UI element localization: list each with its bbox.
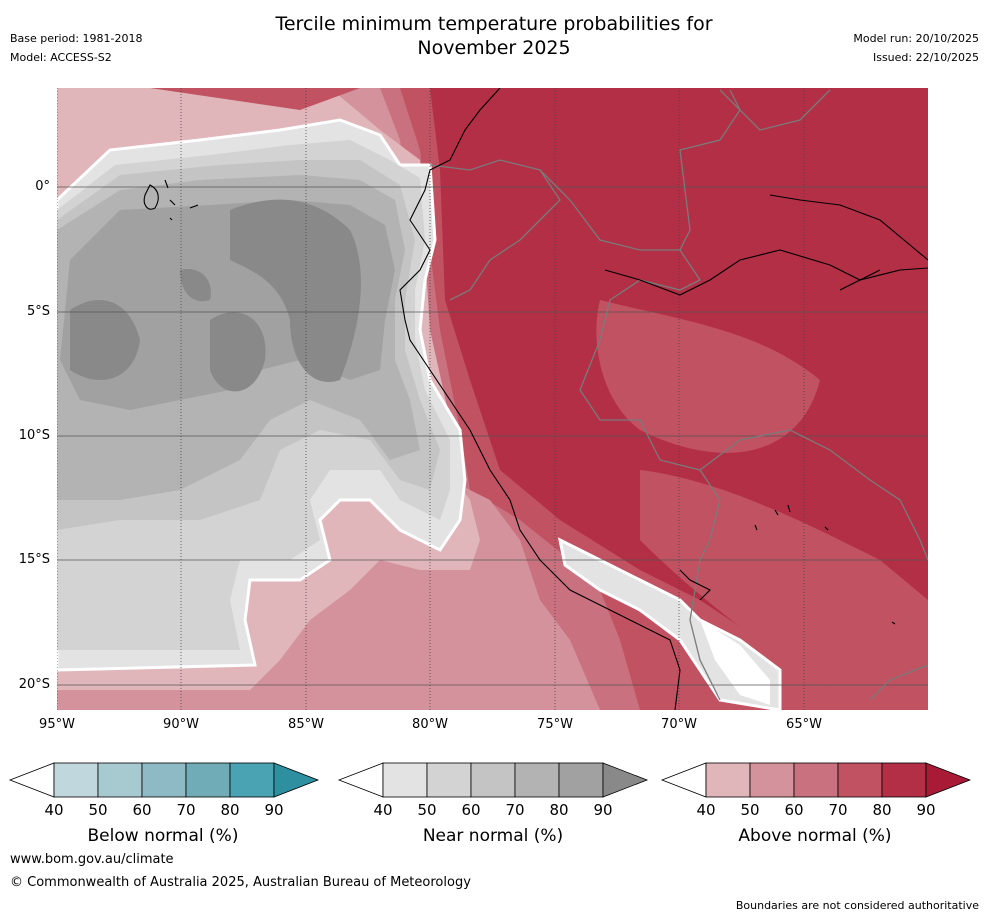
below-colorbar-tick: 80 [220,801,240,819]
lat-label-0: 0° [35,179,50,194]
below-colorbar-max-arrow [273,762,320,798]
below-normal-title: Below normal (%) [87,826,239,846]
above-colorbar-min-arrow [660,762,707,798]
near-colorbar-tick: 90 [593,801,613,819]
near-colorbar-tick: 60 [461,801,481,819]
lon-label-95w: 95°W [39,717,75,732]
above-colorbar-tick: 80 [872,801,892,819]
map-title: Tercile minimum temperature probabilitie… [0,12,988,60]
below-colorbar-tick: 60 [132,801,152,819]
below-colorbar-segment [185,762,231,798]
near-colorbar-segment [382,762,428,798]
lon-label-90w: 90°W [163,717,199,732]
disclaimer-text: Boundaries are not considered authoritat… [735,899,979,912]
below-colorbar-tick: 90 [264,801,284,819]
lat-label-10s: 10°S [18,428,50,443]
above-normal-title: Above normal (%) [738,826,892,846]
country-borders [429,89,928,701]
coastline [143,88,928,710]
near-colorbar-segment [470,762,516,798]
below-colorbar-segment [229,762,275,798]
above-colorbar-segment [881,762,927,798]
above-colorbar-segment [749,762,795,798]
model-text: Model: ACCESS-S2 [10,51,112,64]
lat-label-15s: 15°S [18,552,50,567]
model-run-text: Model run: 20/10/2025 [853,32,979,45]
near-normal-colorbar [337,762,649,798]
above-colorbar-tick: 90 [916,801,936,819]
above-colorbar-segment [793,762,839,798]
below-colorbar-tick: 40 [44,801,64,819]
above-colorbar-tick: 70 [828,801,848,819]
below-colorbar-tick: 70 [176,801,196,819]
above-colorbar-max-arrow [925,762,972,798]
lon-label-80w: 80°W [412,717,448,732]
above-normal-colorbar [660,762,972,798]
above-colorbar-tick: 60 [784,801,804,819]
near-colorbar-min-arrow [337,762,384,798]
below-colorbar-segment [53,762,99,798]
near-colorbar-tick: 80 [549,801,569,819]
above-colorbar-tick: 50 [740,801,760,819]
near-colorbar-max-arrow [602,762,649,798]
map-title-line1: Tercile minimum temperature probabilitie… [275,13,713,35]
near-colorbar-segment [514,762,560,798]
near-colorbar-tick: 40 [373,801,393,819]
near-colorbar-segment [426,762,472,798]
below-colorbar-tick: 50 [88,801,108,819]
map-field [57,88,928,710]
lat-label-20s: 20°S [18,677,50,692]
lon-label-65w: 65°W [786,717,822,732]
above-colorbar-segment [705,762,751,798]
below-colorbar-segment [141,762,187,798]
above-colorbar-tick: 40 [696,801,716,819]
below-normal-colorbar [8,762,320,798]
below-colorbar-min-arrow [8,762,55,798]
lon-label-75w: 75°W [537,717,573,732]
lon-label-85w: 85°W [288,717,324,732]
map-title-line2: November 2025 [417,37,571,59]
near-normal-title: Near normal (%) [422,826,564,846]
copyright-text: © Commonwealth of Australia 2025, Austra… [10,875,471,890]
lat-label-5s: 5°S [26,304,50,319]
website-link[interactable]: www.bom.gov.au/climate [10,852,174,867]
base-period-text: Base period: 1981-2018 [10,32,143,45]
near-colorbar-tick: 50 [417,801,437,819]
above-colorbar-segment [837,762,883,798]
lon-label-70w: 70°W [661,717,697,732]
latitude-gridlines [57,186,928,686]
below-colorbar-segment [97,762,143,798]
near-colorbar-segment [558,762,604,798]
issued-text: Issued: 22/10/2025 [872,51,979,64]
near-colorbar-tick: 70 [505,801,525,819]
